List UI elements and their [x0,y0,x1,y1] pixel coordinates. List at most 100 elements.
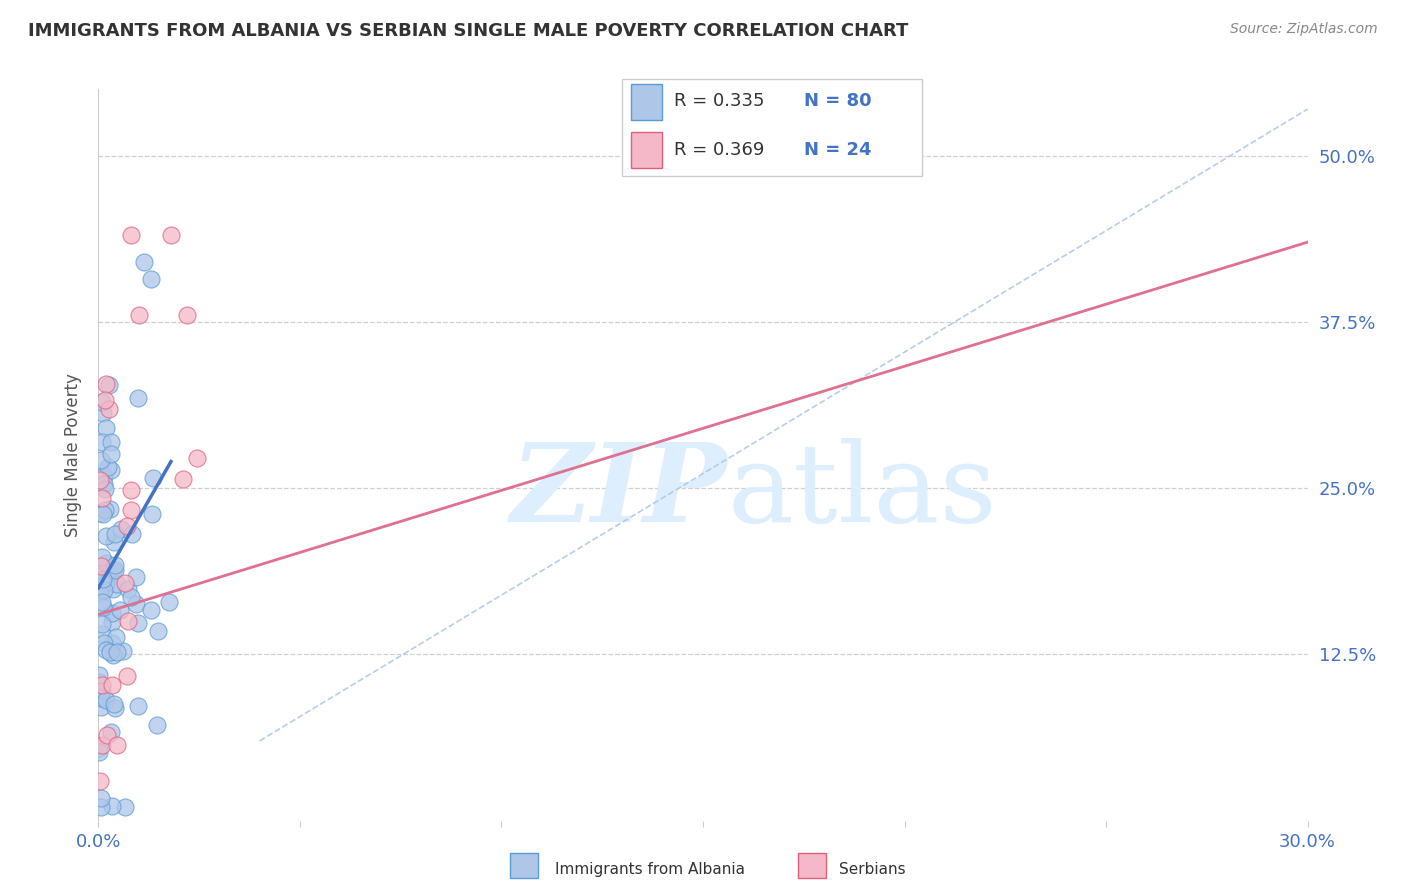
Point [104,527,127,541]
Point [89,773,111,788]
Point [148,624,170,638]
Point [90,558,112,573]
Point [139,272,162,286]
Point [100,798,122,813]
Point [94,528,117,542]
Point [117,582,139,596]
Point [120,228,142,243]
Point [98,645,121,659]
Point [100,606,122,620]
Point [105,738,128,752]
Point [101,615,124,629]
Point [172,472,194,486]
FancyBboxPatch shape [797,853,827,878]
Point [107,645,129,659]
Point [146,717,169,731]
Point [94,693,117,707]
Point [90,491,112,505]
Point [90,453,112,467]
Point [108,603,131,617]
Point [128,308,150,322]
Point [103,648,125,662]
Point [104,558,127,573]
Text: N = 24: N = 24 [804,141,872,159]
Point [94,420,117,434]
FancyBboxPatch shape [509,853,538,878]
Text: ZIP: ZIP [510,438,727,545]
Point [120,590,142,604]
Point [100,434,122,449]
FancyBboxPatch shape [631,84,662,120]
Point [115,669,138,683]
Text: Serbians: Serbians [839,863,905,877]
Text: Immigrants from Albania: Immigrants from Albania [555,863,745,877]
Point [96,728,118,742]
Point [176,308,198,322]
Point [97,377,120,392]
Point [117,615,139,629]
Point [89,506,111,520]
Point [100,463,122,477]
Point [112,644,135,658]
Point [104,701,127,715]
Point [93,469,115,483]
Point [100,447,122,461]
Text: Source: ZipAtlas.com: Source: ZipAtlas.com [1230,22,1378,37]
Point [96,575,118,590]
Point [91,738,114,752]
Point [101,582,124,596]
Point [93,477,115,491]
Point [89,690,111,704]
Point [94,556,117,570]
Point [127,391,149,405]
Point [124,597,146,611]
Point [114,576,136,591]
Point [91,434,114,449]
Point [120,503,142,517]
Point [160,228,183,243]
Y-axis label: Single Male Poverty: Single Male Poverty [65,373,83,537]
Point [98,501,121,516]
Point [142,471,165,485]
Text: R = 0.369: R = 0.369 [675,141,765,159]
Point [89,473,111,487]
Point [87,675,110,690]
Point [110,522,132,536]
Point [90,800,112,814]
Point [91,406,114,420]
Text: IMMIGRANTS FROM ALBANIA VS SERBIAN SINGLE MALE POVERTY CORRELATION CHART: IMMIGRANTS FROM ALBANIA VS SERBIAN SINGL… [28,22,908,40]
Point [91,600,114,615]
Point [141,508,163,522]
FancyBboxPatch shape [621,78,922,177]
Point [104,563,127,577]
Point [93,582,115,597]
Point [87,741,110,756]
Point [127,615,149,630]
Point [89,564,111,578]
Point [186,450,208,465]
Point [157,595,180,609]
Point [87,746,110,760]
Point [115,519,138,533]
Point [91,684,114,698]
Point [90,678,112,692]
Point [91,617,114,632]
Point [93,482,115,496]
Point [91,549,114,564]
Point [94,503,117,517]
Point [94,377,117,392]
Point [101,678,124,692]
Point [90,691,112,706]
Point [98,402,121,417]
Text: atlas: atlas [727,438,997,545]
Point [97,459,120,474]
Point [91,572,114,586]
Point [104,630,127,644]
Point [101,636,124,650]
Text: N = 80: N = 80 [804,93,872,111]
FancyBboxPatch shape [631,132,662,168]
Point [91,595,114,609]
Point [103,535,125,549]
Point [94,392,117,407]
Point [93,636,115,650]
